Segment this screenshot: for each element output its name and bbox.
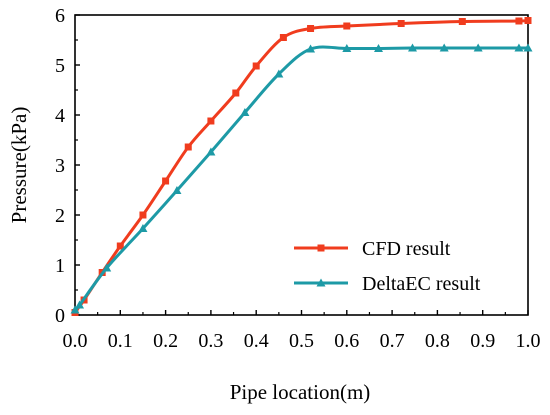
- data-point: [473, 43, 483, 52]
- data-point: [407, 43, 417, 52]
- legend-item: DeltaEC result: [294, 273, 481, 295]
- data-point: [342, 44, 352, 52]
- data-point: [523, 43, 533, 52]
- data-point: [172, 186, 182, 194]
- y-axis-ticks: 0 1 2 3 4 5 6: [55, 5, 80, 327]
- data-point: [232, 89, 240, 97]
- legend: CFD result DeltaEC result: [294, 238, 481, 295]
- x-tick-label: 0.2: [153, 330, 178, 352]
- x-tick-label: 0.0: [63, 330, 88, 352]
- x-axis-ticks: 0.0 0.1 0.2 0.3 0.4 0.5 0.6 0.7 0.8 0.9 1.0: [63, 310, 541, 352]
- data-point: [274, 69, 284, 78]
- data-point: [306, 44, 316, 53]
- data-point: [514, 43, 524, 52]
- data-point: [206, 147, 216, 156]
- data-point: [458, 18, 466, 25]
- data-point: [439, 43, 449, 52]
- series-layer: [70, 17, 533, 316]
- x-tick-label: 0.8: [425, 330, 450, 352]
- data-point: [279, 34, 287, 41]
- y-tick-label: 4: [55, 105, 65, 127]
- data-point: [397, 20, 405, 27]
- data-point: [524, 17, 532, 24]
- legend-swatch-marker: [316, 278, 326, 287]
- legend-label: CFD result: [362, 238, 451, 260]
- x-tick-label: 0.4: [244, 330, 269, 352]
- x-tick-label: 0.7: [380, 330, 405, 352]
- y-tick-label: 5: [55, 55, 65, 77]
- x-tick-label: 0.9: [470, 330, 495, 352]
- y-axis-label: Pressure(kPa): [7, 107, 31, 224]
- y-tick-label: 0: [55, 305, 65, 327]
- y-tick-label: 3: [55, 155, 65, 177]
- data-point: [252, 62, 260, 70]
- x-tick-label: 1.0: [516, 330, 541, 352]
- legend-swatch-marker: [317, 244, 325, 252]
- data-point: [184, 143, 192, 151]
- y-tick-label: 1: [55, 255, 65, 277]
- data-point: [75, 300, 85, 309]
- series-line: [73, 45, 530, 312]
- x-tick-label: 0.5: [289, 330, 314, 352]
- plot-frame: [74, 14, 529, 316]
- data-point: [139, 211, 147, 219]
- data-point: [307, 25, 315, 32]
- series-1: [71, 17, 532, 316]
- x-tick-label: 0.6: [334, 330, 359, 352]
- data-point: [374, 44, 384, 52]
- x-tick-label: 0.1: [108, 330, 133, 352]
- legend-label: DeltaEC result: [362, 273, 481, 295]
- data-point: [70, 305, 80, 314]
- series-line: [73, 19, 530, 314]
- data-point: [116, 242, 124, 250]
- y-tick-label: 6: [55, 5, 65, 27]
- plot-border: [74, 14, 529, 316]
- series-2: [70, 43, 533, 314]
- data-point: [207, 117, 215, 125]
- y-tick-label: 2: [55, 205, 65, 227]
- x-tick-label: 0.3: [198, 330, 223, 352]
- data-point: [162, 177, 170, 185]
- data-point: [343, 22, 351, 30]
- data-point: [515, 17, 523, 25]
- legend-item: CFD result: [294, 238, 451, 260]
- x-axis-label: Pipe location(m): [230, 380, 371, 404]
- data-point: [138, 224, 148, 232]
- data-point: [102, 263, 112, 272]
- data-point: [240, 108, 250, 116]
